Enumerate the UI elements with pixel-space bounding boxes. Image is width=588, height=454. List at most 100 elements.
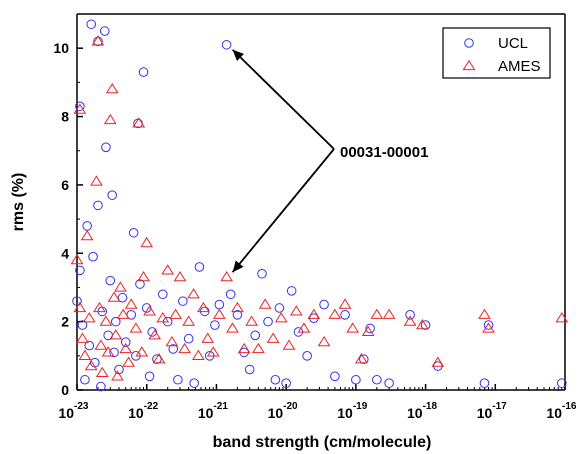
ucl-point	[121, 338, 130, 347]
series-ames	[72, 36, 568, 380]
x-tick-label: 10 -22	[128, 401, 158, 421]
ucl-point	[320, 300, 329, 309]
ucl-point	[215, 300, 224, 309]
ames-point	[120, 344, 131, 353]
y-tick-label: 8	[61, 109, 69, 125]
ames-point	[179, 344, 190, 353]
x-tick-exponent: -17	[492, 401, 507, 412]
x-tick-base: 10	[128, 405, 144, 421]
ames-point	[175, 272, 186, 281]
ucl-point	[287, 287, 296, 296]
x-tick-label: 10 -21	[198, 401, 228, 421]
ucl-point	[89, 252, 98, 261]
x-axis-title: band strength (cm/molecule)	[213, 434, 432, 451]
ucl-point	[139, 68, 148, 77]
legend-label: UCL	[498, 35, 528, 52]
ames-point	[284, 340, 295, 349]
ames-point	[188, 289, 199, 298]
x-tick-exponent: -16	[562, 401, 577, 412]
x-tick-base: 10	[268, 405, 284, 421]
y-tick-label: 6	[61, 177, 69, 193]
ucl-point	[145, 372, 154, 381]
ames-point	[141, 238, 152, 247]
ames-point	[253, 344, 264, 353]
annotation: 00031-00001	[233, 50, 429, 272]
y-tick-label: 0	[61, 382, 69, 398]
x-tick-exponent: -23	[74, 401, 89, 412]
ames-point	[107, 84, 118, 93]
ames-point	[115, 282, 126, 291]
annotation-label: 00031-00001	[340, 144, 428, 161]
ames-point	[479, 310, 490, 319]
ames-point	[246, 316, 257, 325]
ucl-point	[115, 365, 124, 374]
x-tick-label: 10 -23	[58, 401, 88, 421]
x-tick-exponent: -20	[283, 401, 298, 412]
ames-point	[80, 351, 91, 360]
ucl-point	[100, 27, 109, 36]
x-tick-base: 10	[337, 405, 353, 421]
x-tick-exponent: -22	[144, 401, 159, 412]
ucl-point	[94, 201, 103, 210]
ames-point	[291, 306, 302, 315]
x-tick-label: 10 -19	[337, 401, 367, 421]
x-tick-label: 10 -17	[477, 401, 507, 421]
ucl-point	[158, 290, 167, 299]
ucl-point	[245, 365, 254, 374]
ames-point	[329, 310, 340, 319]
x-tick-exponent: -18	[423, 401, 438, 412]
ucl-point	[106, 276, 115, 285]
ucl-point	[190, 379, 199, 388]
ucl-point	[303, 352, 312, 361]
ames-point	[347, 323, 358, 332]
y-axis-ticks: 0246810	[53, 40, 83, 398]
ucl-point	[264, 317, 273, 326]
ames-point	[95, 340, 106, 349]
ames-point	[405, 316, 416, 325]
ames-point	[91, 176, 102, 185]
ucl-point	[385, 379, 394, 388]
ames-point	[77, 334, 88, 343]
ames-point	[131, 323, 142, 332]
ames-point	[260, 299, 271, 308]
x-tick-base: 10	[407, 405, 423, 421]
ucl-point	[341, 311, 350, 320]
ames-point	[84, 313, 95, 322]
ucl-point	[211, 321, 220, 330]
ames-point	[162, 265, 173, 274]
ames-point	[170, 310, 181, 319]
ames-point	[214, 310, 225, 319]
ucl-point	[406, 311, 415, 320]
x-tick-label: 10 -18	[407, 401, 437, 421]
ames-point	[221, 272, 232, 281]
ames-point	[227, 323, 238, 332]
ucl-point	[81, 375, 90, 384]
ucl-point	[108, 191, 117, 200]
ucl-point	[226, 290, 235, 299]
legend: UCL AMES	[443, 28, 550, 78]
ucl-point	[251, 331, 260, 340]
x-tick-label: 10 -16	[546, 401, 576, 421]
x-tick-base: 10	[477, 405, 493, 421]
y-tick-label: 4	[61, 245, 69, 261]
ucl-point	[102, 143, 111, 152]
ames-point	[371, 310, 382, 319]
ucl-point	[331, 372, 340, 381]
x-tick-base: 10	[58, 405, 74, 421]
ucl-point	[275, 304, 284, 313]
legend-label: AMES	[498, 58, 541, 75]
ucl-point	[179, 297, 188, 306]
ames-point	[82, 231, 93, 240]
ucl-point	[174, 375, 183, 384]
ames-point	[149, 330, 160, 339]
annotation-arrow	[233, 149, 334, 272]
x-tick-exponent: -19	[353, 401, 368, 412]
ames-point	[319, 337, 330, 346]
ucl-point	[83, 222, 92, 231]
ucl-point	[258, 269, 267, 278]
ames-point	[112, 371, 123, 380]
y-tick-label: 2	[61, 314, 69, 330]
x-tick-exponent: -21	[213, 401, 228, 412]
ucl-point	[184, 334, 193, 343]
